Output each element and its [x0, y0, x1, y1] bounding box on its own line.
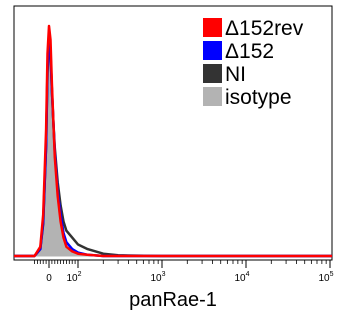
x-tick-label: 102 [66, 271, 81, 284]
series-layer [14, 24, 332, 258]
legend-label: Δ152rev [225, 17, 304, 40]
x-tick-label: 103 [150, 271, 165, 284]
x-tick-exponent: 2 [78, 271, 82, 278]
legend-label: Δ152 [225, 40, 274, 63]
plot-frame [13, 5, 333, 261]
legend-swatch [203, 87, 222, 106]
legend-swatch [203, 64, 222, 83]
series-152rev-line [14, 24, 332, 258]
legend-label: NI [225, 63, 246, 86]
x-tick-base: 10 [234, 273, 246, 284]
x-tick-base: 10 [318, 273, 330, 284]
x-tick-base: 10 [150, 273, 162, 284]
x-tick-label: 0 [46, 273, 52, 284]
x-tick-exponent: 3 [162, 271, 166, 278]
x-tick-label: 104 [234, 271, 249, 284]
x-axis: 0 102 103 104 105 [34, 260, 334, 284]
x-tick-base: 10 [66, 273, 78, 284]
x-tick-base: 0 [46, 273, 52, 284]
x-tick-label: 105 [318, 271, 333, 284]
legend-swatch [203, 18, 222, 37]
x-tick-exponent: 4 [246, 271, 250, 278]
legend-label: isotype [225, 86, 292, 109]
legend-swatch [203, 41, 222, 60]
x-axis-title: panRae-1 [129, 289, 217, 311]
x-tick-exponent: 5 [330, 271, 334, 278]
